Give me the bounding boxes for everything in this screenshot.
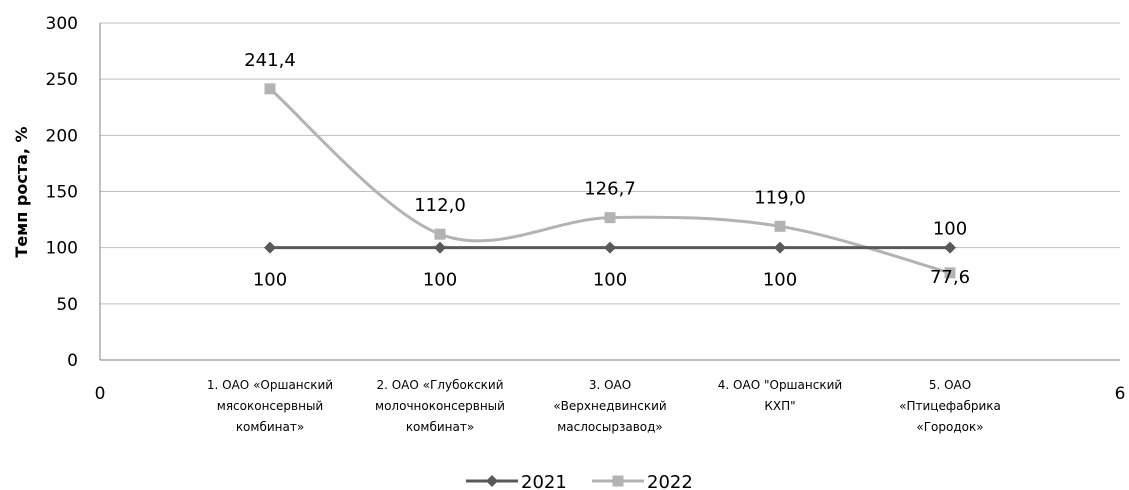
y-tick-label: 300 — [46, 14, 78, 34]
series-2022-point — [264, 83, 276, 95]
data-label-2022: 112,0 — [414, 195, 466, 216]
category-label-line: 2. ОАО «Глубокский — [376, 378, 503, 392]
y-tick-label: 150 — [46, 183, 78, 203]
axes — [99, 23, 1120, 361]
category-label-line: 1. ОАО «Оршанский — [207, 378, 333, 392]
x-tick-label: 0 — [95, 384, 106, 404]
y-axis-ticks: 0 50 100 150 200 250 300 — [46, 14, 78, 371]
data-label-2021: 100 — [253, 270, 287, 291]
data-labels: 100 100 100 100 100 241,4 112,0 126,7 119,0 77,6 — [244, 50, 970, 291]
series-2022-point — [774, 220, 786, 232]
category-label: 4. ОАО "Оршанский КХП" — [718, 378, 842, 413]
y-tick-label: 50 — [56, 295, 78, 315]
series-2021-point — [604, 241, 616, 254]
data-label-2021: 100 — [763, 270, 797, 291]
data-label-2021: 100 — [423, 270, 457, 291]
data-label-2021: 100 — [933, 219, 967, 240]
y-axis-label: Темп роста, % — [12, 126, 31, 257]
category-label: 1. ОАО «Оршанский мясоконсервный комбинат» — [207, 378, 333, 434]
series-lines — [264, 83, 956, 279]
category-label-line: мясоконсервный — [217, 399, 323, 413]
category-label-line: КХП" — [764, 399, 795, 413]
data-label-2022: 126,7 — [584, 179, 636, 200]
series-2022-point — [604, 212, 616, 224]
series-2022-point — [434, 228, 446, 240]
category-label-line: «Городок» — [916, 420, 983, 434]
data-label-2022: 241,4 — [244, 50, 296, 71]
category-label: 3. ОАО «Верхнедвинский маслосырзавод» — [553, 378, 666, 434]
category-labels: 1. ОАО «Оршанский мясоконсервный комбинат»… — [207, 378, 1001, 434]
category-label-line: «Птицефабрика — [899, 399, 1001, 413]
category-label-line: 3. ОАО — [589, 378, 631, 392]
category-label-line: маслосырзавод» — [557, 420, 663, 434]
y-tick-label: 0 — [67, 351, 78, 371]
data-label-2021: 100 — [593, 270, 627, 291]
category-label-line: 4. ОАО "Оршанский — [718, 378, 842, 392]
category-label-line: комбинат» — [406, 420, 474, 434]
series-2021-point — [264, 241, 276, 254]
legend: 2021 2022 — [466, 472, 693, 490]
data-label-2022: 119,0 — [754, 187, 806, 208]
legend-2021-marker — [486, 475, 498, 487]
series-2021-point — [434, 241, 446, 254]
x-tick-label: 6 — [1115, 384, 1126, 404]
series-2021-point — [774, 241, 786, 254]
category-label-line: 5. ОАО — [929, 378, 971, 392]
y-tick-label: 200 — [46, 126, 78, 146]
y-tick-label: 100 — [46, 239, 78, 259]
series-2022-point — [944, 267, 956, 279]
data-label-2022: 77,6 — [930, 267, 970, 288]
legend-2021-label: 2021 — [521, 472, 567, 490]
series-2021-point — [944, 241, 956, 254]
category-label-line: молочноконсервный — [375, 399, 505, 413]
y-tick-label: 250 — [46, 70, 78, 90]
category-label-line: комбинат» — [236, 420, 304, 434]
category-label-line: «Верхнедвинский — [553, 399, 666, 413]
category-label: 2. ОАО «Глубокский молочноконсервный комби… — [375, 378, 505, 434]
category-label: 5. ОАО «Птицефабрика «Городок» — [899, 378, 1001, 434]
legend-2022-label: 2022 — [647, 472, 693, 490]
legend-2022-marker — [612, 475, 624, 487]
